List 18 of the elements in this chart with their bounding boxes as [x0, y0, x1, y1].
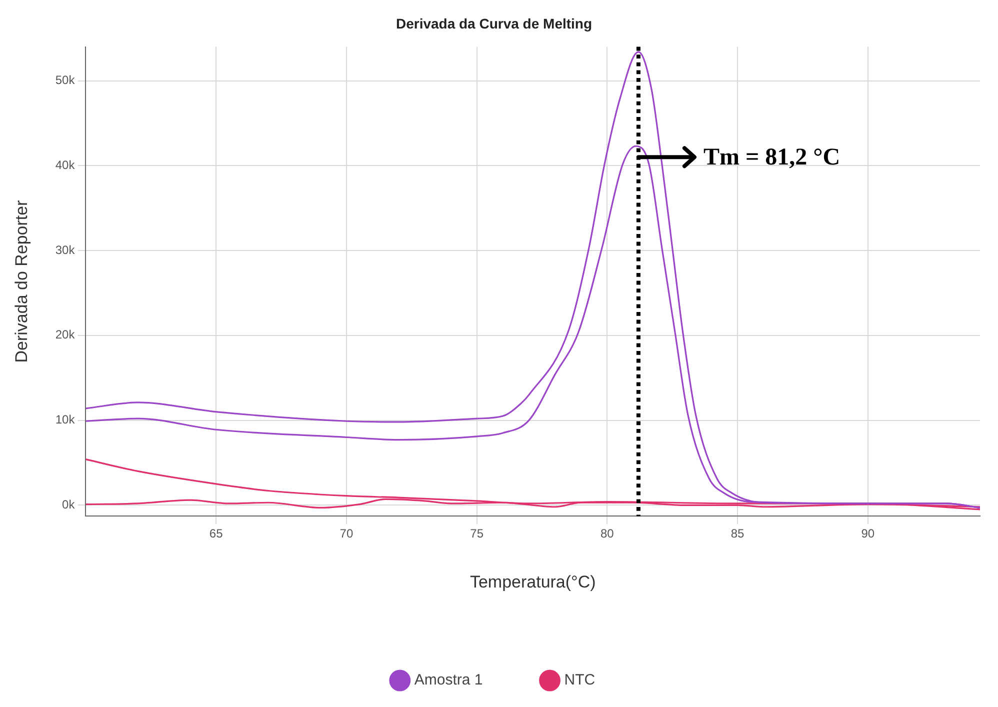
x-tick-label: 70: [340, 526, 354, 541]
y-tick-label: 50k: [55, 73, 76, 88]
legend-label: Amostra 1: [414, 672, 483, 689]
y-tick-label: 20k: [55, 328, 76, 342]
x-tick-label: 65: [209, 526, 224, 541]
y-tick-label: 0k: [62, 497, 76, 512]
x-tick-label: 85: [730, 526, 745, 541]
legend-label: NTC: [564, 672, 596, 689]
y-axis-title: Derivada do Reporter: [12, 200, 31, 363]
annotation: Tm = 81,2 °C: [703, 144, 840, 170]
chart-title: Derivada da Curva de Melting: [396, 15, 592, 32]
x-tick-label: 80: [600, 526, 614, 541]
x-axis-title: Temperatura(°C): [470, 572, 596, 592]
y-tick-label: 10k: [55, 412, 76, 427]
x-tick-label: 75: [470, 526, 484, 541]
y-tick-label: 40k: [55, 158, 76, 172]
x-tick-label: 90: [861, 526, 875, 541]
y-tick-label: 30k: [55, 242, 76, 257]
